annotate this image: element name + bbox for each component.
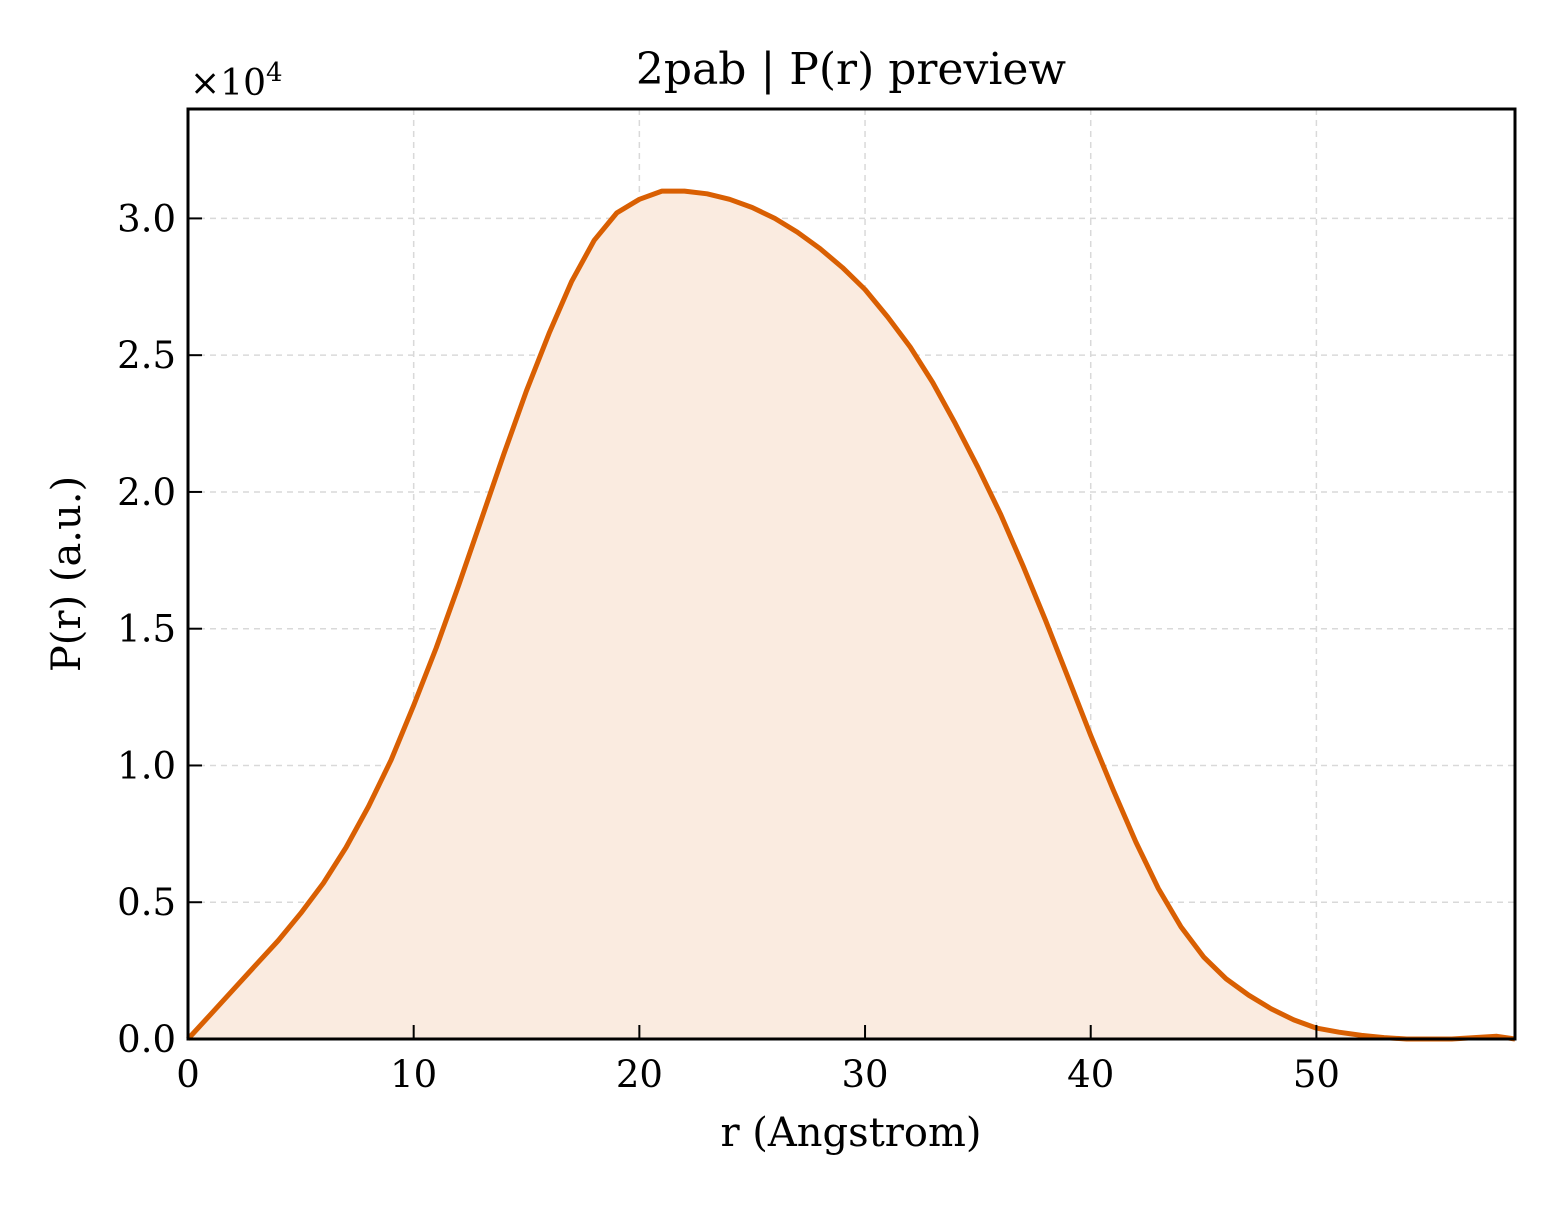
y-tick-label: 2.0	[117, 471, 176, 514]
x-tick-label: 10	[390, 1053, 437, 1096]
x-tick-label: 20	[616, 1053, 663, 1096]
tick-labels-layer: 0 10 20 30 40 50 0.0 0.5 1.0 1.5 2.0 2.5 3.0	[117, 197, 1340, 1096]
area-fill	[188, 191, 1515, 1040]
y-tick-label: 1.0	[117, 744, 176, 787]
plot-frame	[186, 107, 1517, 1041]
x-tick-label: 40	[1067, 1053, 1114, 1096]
y-tick-label: 0.0	[117, 1018, 176, 1061]
x-tick-label: 0	[176, 1053, 200, 1096]
y-multiplier-exponent: 4	[266, 58, 283, 88]
y-tick-label: 3.0	[117, 197, 176, 240]
ticks-layer	[187, 217, 1318, 1040]
y-multiplier-base: ×10	[190, 63, 266, 104]
x-axis-label: r (Angstrom)	[720, 1110, 981, 1156]
y-axis-multiplier: ×104	[190, 58, 283, 104]
y-tick-label: 0.5	[117, 881, 176, 924]
series-line	[186, 188, 1516, 1042]
y-tick-label: 2.5	[117, 334, 176, 377]
x-tick-label: 50	[1293, 1053, 1340, 1096]
y-tick-label: 1.5	[117, 608, 176, 651]
y-axis-label: P(r) (a.u.)	[44, 476, 90, 672]
x-tick-label: 30	[841, 1053, 888, 1096]
chart-title: 2pab | P(r) preview	[636, 44, 1067, 95]
